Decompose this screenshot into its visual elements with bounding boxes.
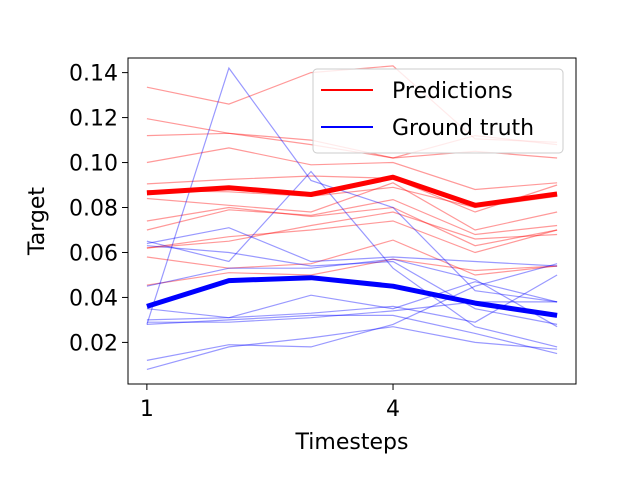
sample-lines — [146, 65, 558, 370]
sample-line-ground-truth-21 — [146, 301, 558, 323]
legend: Predictions Ground truth — [312, 68, 564, 154]
sample-line-ground-truth-18 — [146, 258, 558, 328]
x-axis-label: Timesteps — [295, 430, 409, 455]
sample-line-predictions-12 — [146, 239, 558, 276]
y-tick-label: 0.06 — [69, 241, 118, 266]
sample-line-predictions-7 — [146, 182, 558, 231]
legend-box — [312, 68, 564, 154]
sample-line-predictions-10 — [146, 211, 558, 249]
sample-line-predictions-5 — [146, 175, 558, 213]
mean-line-ground-truth — [146, 275, 558, 318]
y-tick-label: 0.14 — [69, 62, 118, 87]
mean-line-predictions — [146, 174, 558, 208]
sample-line-ground-truth-22 — [146, 263, 558, 361]
sample-line-ground-truth-19 — [146, 281, 558, 319]
y-tick-label: 0.04 — [69, 286, 118, 311]
sample-line-ground-truth-23 — [146, 326, 558, 370]
y-axis: 0.02 0.04 0.06 0.08 0.10 0.12 0.14 — [69, 62, 128, 356]
legend-label-ground-truth: Ground truth — [392, 116, 534, 141]
plot-frame — [127, 57, 577, 385]
y-tick-label: 0.02 — [69, 331, 118, 356]
sample-line-ground-truth-14 — [146, 66, 558, 325]
sample-line-predictions-8 — [146, 198, 558, 236]
legend-label-predictions: Predictions — [392, 79, 513, 104]
y-tick-label: 0.12 — [69, 107, 118, 132]
sample-line-ground-truth-16 — [146, 227, 558, 267]
sample-line-predictions-11 — [146, 220, 558, 254]
y-axis-label: Target — [25, 187, 50, 256]
sample-line-predictions-13 — [146, 258, 558, 286]
x-tick-label: 4 — [386, 397, 400, 422]
sample-line-ground-truth-15 — [146, 170, 558, 348]
sample-line-predictions-9 — [146, 206, 558, 247]
x-tick-label: 1 — [140, 397, 154, 422]
sample-line-predictions-4 — [146, 147, 558, 191]
y-tick-label: 0.08 — [69, 197, 118, 222]
y-tick-label: 0.10 — [69, 152, 118, 177]
sample-line-ground-truth-17 — [146, 245, 558, 325]
mean-lines — [146, 174, 558, 318]
sample-line-ground-truth-24 — [146, 314, 558, 355]
sample-line-ground-truth-20 — [146, 274, 558, 323]
